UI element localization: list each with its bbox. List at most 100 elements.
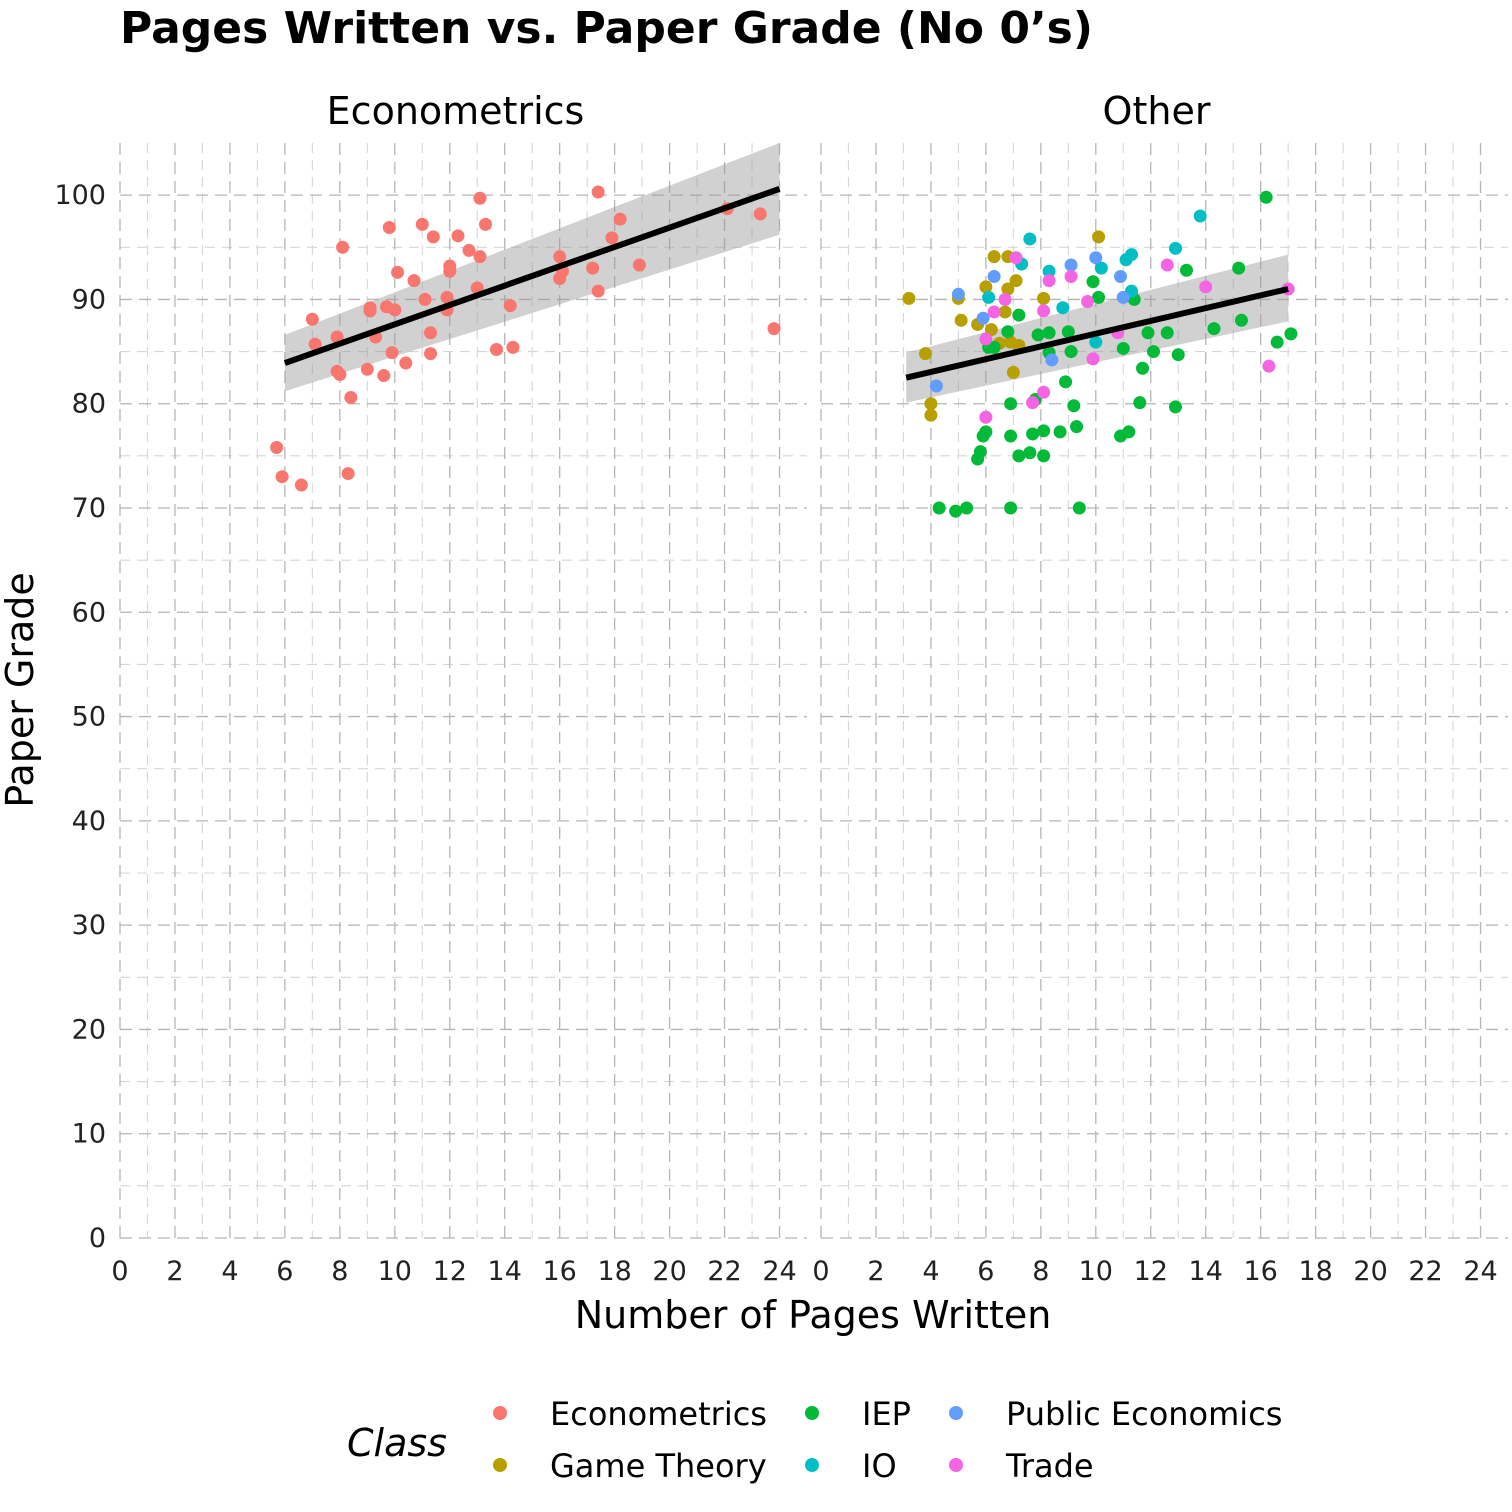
data-point [503, 299, 517, 313]
legend-label: Econometrics [550, 1395, 767, 1433]
data-point [1086, 275, 1100, 289]
data-point [1023, 232, 1037, 246]
x-tick-label: 6 [977, 1256, 994, 1287]
data-point [1067, 399, 1081, 413]
data-point [1086, 352, 1100, 366]
data-point [1042, 326, 1056, 340]
data-point [1125, 248, 1139, 262]
data-point [1045, 353, 1059, 367]
x-tick-label: 18 [1298, 1256, 1332, 1287]
y-axis-title: Paper Grade [0, 572, 42, 808]
data-point [1207, 322, 1221, 336]
data-point [424, 347, 438, 361]
data-point [426, 230, 440, 244]
data-point [973, 445, 987, 459]
x-tick-label: 14 [488, 1256, 522, 1287]
x-tick-label: 14 [1189, 1256, 1223, 1287]
data-point [1004, 429, 1018, 443]
x-tick-label: 20 [1353, 1256, 1387, 1287]
data-point [1270, 335, 1284, 349]
data-point [1009, 274, 1023, 288]
data-point [1070, 420, 1084, 434]
facet-strip-label: Other [1103, 89, 1211, 133]
x-tick-label: 20 [652, 1256, 686, 1287]
data-point [979, 425, 993, 439]
data-point [462, 243, 476, 257]
data-point [613, 212, 627, 226]
data-point [294, 478, 308, 492]
data-point [305, 312, 319, 326]
data-point [1160, 258, 1174, 272]
y-tick-label: 30 [72, 910, 106, 941]
data-point [924, 408, 938, 422]
series-iep [932, 190, 1298, 518]
data-point [1116, 290, 1130, 304]
y-tick-label: 50 [72, 702, 106, 733]
data-point [473, 191, 487, 205]
x-tick-label: 0 [111, 1256, 128, 1287]
data-point [998, 305, 1012, 319]
data-point [998, 292, 1012, 306]
data-point [1056, 301, 1070, 315]
data-point [987, 340, 1001, 354]
data-point [960, 501, 974, 515]
legend-entry: Game Theory [493, 1447, 767, 1485]
legend-label: IEP [862, 1395, 911, 1433]
data-point [1026, 427, 1040, 441]
data-point [1012, 449, 1026, 463]
data-point [1037, 304, 1051, 318]
x-tick-label: 16 [543, 1256, 577, 1287]
data-point [1094, 261, 1108, 275]
data-point [987, 305, 1001, 319]
y-tick-label: 20 [72, 1014, 106, 1045]
x-tick-label: 6 [276, 1256, 293, 1287]
y-tick-label: 70 [72, 493, 106, 524]
data-point [1122, 425, 1136, 439]
legend-title: Class [347, 1421, 447, 1465]
data-point [1116, 341, 1130, 355]
legend-entry: Public Economics [949, 1395, 1282, 1433]
legend-swatch [949, 1406, 963, 1420]
data-point [360, 362, 374, 376]
x-tick-label: 16 [1244, 1256, 1278, 1287]
confidence-band [284, 143, 780, 392]
y-tick-label: 10 [72, 1119, 106, 1150]
data-point [377, 369, 391, 383]
data-point [1259, 190, 1273, 204]
data-point [929, 379, 943, 393]
data-point [1053, 425, 1067, 439]
x-tick-label: 0 [812, 1256, 829, 1287]
data-point [489, 342, 503, 356]
data-point [987, 250, 1001, 264]
data-point [1089, 251, 1103, 265]
data-point [275, 470, 289, 484]
data-point [1160, 326, 1174, 340]
x-tick-label: 8 [1032, 1256, 1049, 1287]
legend-swatch [949, 1458, 963, 1472]
data-point [1004, 501, 1018, 515]
data-point [1168, 400, 1182, 414]
data-point [984, 323, 998, 337]
confidence-band [906, 254, 1289, 403]
y-tick-label: 40 [72, 806, 106, 837]
data-point [1026, 396, 1040, 410]
data-point [399, 356, 413, 370]
data-point [308, 337, 322, 351]
y-tick-label: 60 [72, 597, 106, 628]
data-point [1133, 396, 1147, 410]
data-point [954, 313, 968, 327]
series-trade [979, 251, 1295, 424]
legend-swatch [493, 1406, 507, 1420]
data-point [924, 397, 938, 411]
data-point [1012, 308, 1026, 322]
data-point [1179, 263, 1193, 277]
data-point [424, 326, 438, 340]
data-point [1147, 345, 1161, 359]
data-point [418, 292, 432, 306]
data-point [1042, 274, 1056, 288]
data-point [979, 280, 993, 294]
legend: Class Econometrics Game Theory IEP IO Public… [347, 1395, 1282, 1485]
data-point [605, 231, 619, 245]
data-point [1006, 365, 1020, 379]
